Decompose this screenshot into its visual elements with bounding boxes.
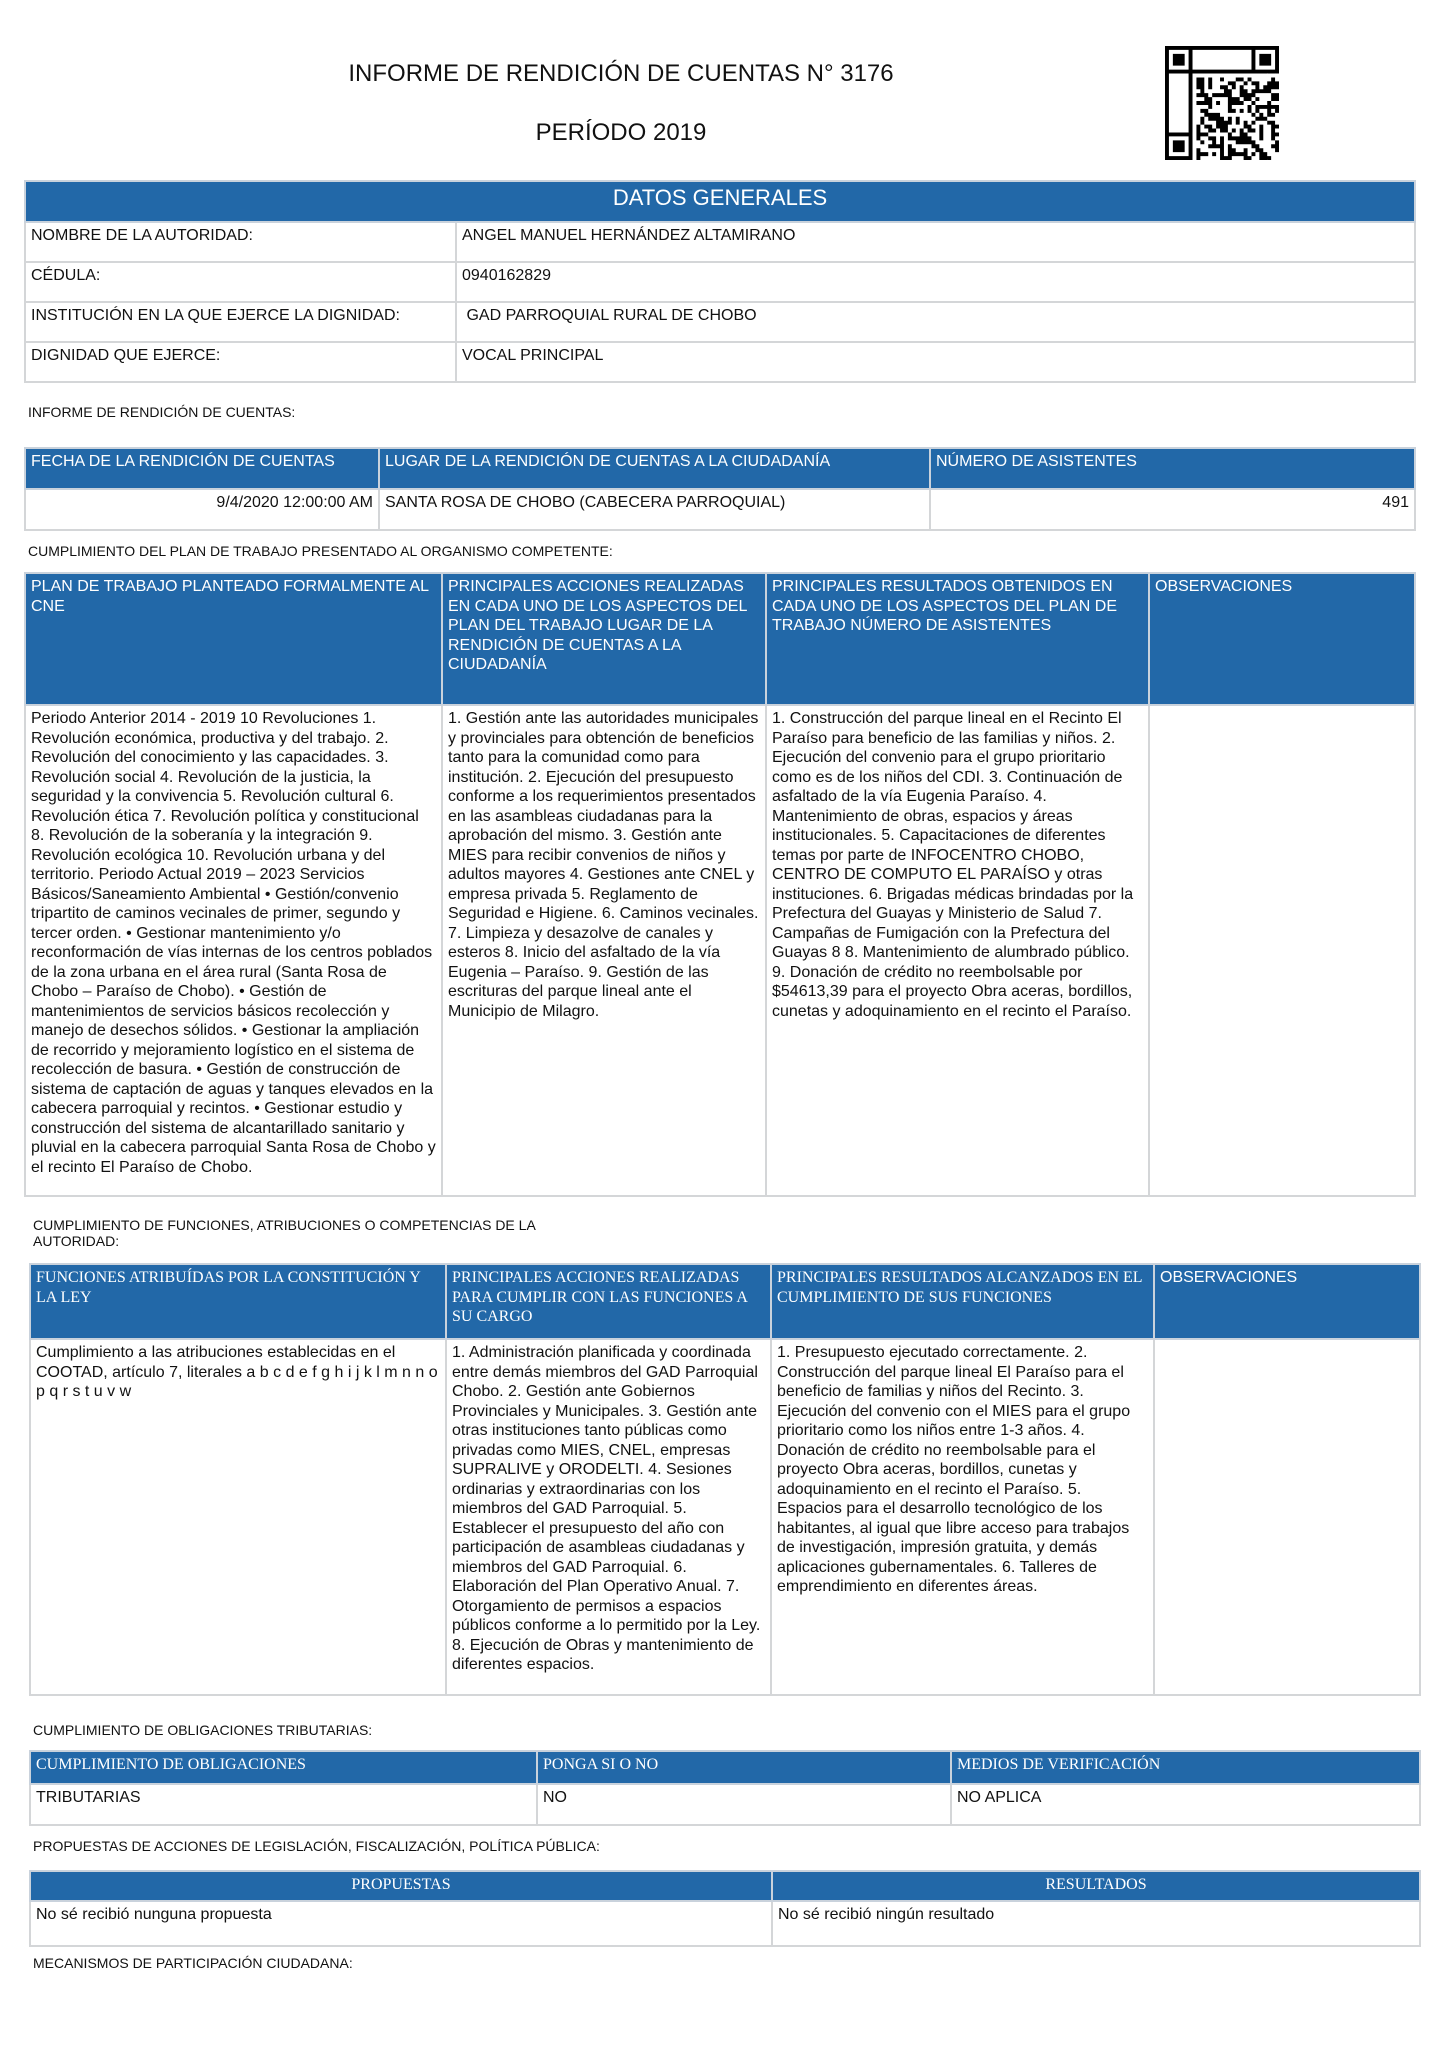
field-label: DIGNIDAD QUE EJERCE: bbox=[24, 341, 457, 383]
observaciones-cell bbox=[1148, 704, 1416, 1197]
column-header: PROPUESTAS bbox=[29, 1870, 773, 1902]
report-title: INFORME DE RENDICIÓN DE CUENTAS N° 3176 bbox=[348, 60, 894, 87]
field-label: INSTITUCIÓN EN LA QUE EJERCE LA DIGNIDAD… bbox=[24, 301, 457, 343]
column-header: PRINCIPALES ACCIONES REALIZADAS EN CADA … bbox=[441, 572, 767, 706]
acciones-cell: 1. Administración planificada y coordina… bbox=[445, 1338, 772, 1696]
qr-code-icon bbox=[1165, 46, 1279, 160]
section-label: CUMPLIMIENTO DEL PLAN DE TRABAJO PRESENT… bbox=[28, 543, 613, 559]
lugar-cell: SANTA ROSA DE CHOBO (CABECERA PARROQUIAL… bbox=[378, 488, 931, 531]
acciones-cell: 1. Gestión ante las autoridades municipa… bbox=[441, 704, 767, 1197]
column-header: RESULTADOS bbox=[771, 1870, 1421, 1902]
section-label: CUMPLIMIENTO DE OBLIGACIONES TRIBUTARIAS… bbox=[33, 1722, 373, 1738]
plan-trabajo-table: PLAN DE TRABAJO PLANTEADO FORMALMENTE AL… bbox=[24, 572, 1416, 1197]
column-header: FECHA DE LA RENDICIÓN DE CUENTAS bbox=[24, 447, 380, 490]
qr-code-modules bbox=[1165, 46, 1279, 160]
datos-generales-heading: DATOS GENERALES bbox=[24, 180, 1416, 223]
field-value: 0940162829 bbox=[455, 261, 1416, 303]
resultados-cell: 1. Presupuesto ejecutado correctamente. … bbox=[770, 1338, 1155, 1696]
funciones-table: FUNCIONES ATRIBUÍDAS POR LA CONSTITUCIÓN… bbox=[29, 1263, 1421, 1696]
column-header: PRINCIPALES RESULTADOS ALCANZADOS EN EL … bbox=[770, 1263, 1155, 1340]
column-header: FUNCIONES ATRIBUÍDAS POR LA CONSTITUCIÓN… bbox=[29, 1263, 447, 1340]
column-header: LUGAR DE LA RENDICIÓN DE CUENTAS A LA CI… bbox=[378, 447, 931, 490]
column-header: NÚMERO DE ASISTENTES bbox=[929, 447, 1416, 490]
observaciones-cell bbox=[1153, 1338, 1421, 1696]
plan-cell: Periodo Anterior 2014 - 2019 10 Revoluci… bbox=[24, 704, 443, 1197]
datos-generales-table: DATOS GENERALES NOMBRE DE LA AUTORIDAD: A… bbox=[24, 180, 1416, 383]
column-header: PONGA SI O NO bbox=[536, 1750, 952, 1785]
column-header: OBSERVACIONES bbox=[1148, 572, 1416, 706]
report-period: PERÍODO 2019 bbox=[535, 119, 707, 146]
obligacion-cell: TRIBUTARIAS bbox=[29, 1783, 538, 1826]
propuestas-table: PROPUESTAS RESULTADOS No sé recibió nungu… bbox=[29, 1870, 1421, 1947]
fecha-cell: 9/4/2020 12:00:00 AM bbox=[24, 488, 380, 531]
section-label: MECANISMOS DE PARTICIPACIÓN CIUDADANA: bbox=[33, 1955, 353, 1971]
column-header: PLAN DE TRABAJO PLANTEADO FORMALMENTE AL… bbox=[24, 572, 443, 706]
field-value: ANGEL MANUEL HERNÁNDEZ ALTAMIRANO bbox=[455, 221, 1416, 263]
column-header: CUMPLIMIENTO DE OBLIGACIONES bbox=[29, 1750, 538, 1785]
informe-table: FECHA DE LA RENDICIÓN DE CUENTAS LUGAR DE… bbox=[24, 447, 1416, 531]
column-header: MEDIOS DE VERIFICACIÓN bbox=[950, 1750, 1421, 1785]
propuesta-cell: No sé recibió nunguna propuesta bbox=[29, 1900, 773, 1947]
resultados-cell: 1. Construcción del parque lineal en el … bbox=[765, 704, 1150, 1197]
tributarias-table: CUMPLIMIENTO DE OBLIGACIONES PONGA SI O N… bbox=[29, 1750, 1421, 1826]
column-header: PRINCIPALES RESULTADOS OBTENIDOS EN CADA… bbox=[765, 572, 1150, 706]
field-value: VOCAL PRINCIPAL bbox=[455, 341, 1416, 383]
verificacion-cell: NO APLICA bbox=[950, 1783, 1421, 1826]
column-header: PRINCIPALES ACCIONES REALIZADAS PARA CUM… bbox=[445, 1263, 772, 1340]
asistentes-cell: 491 bbox=[929, 488, 1416, 531]
section-label: PROPUESTAS DE ACCIONES DE LEGISLACIÓN, F… bbox=[33, 1838, 600, 1854]
section-label: CUMPLIMIENTO DE FUNCIONES, ATRIBUCIONES … bbox=[33, 1217, 536, 1249]
si-no-cell: NO bbox=[536, 1783, 952, 1826]
resultado-cell: No sé recibió ningún resultado bbox=[771, 1900, 1421, 1947]
section-label: INFORME DE RENDICIÓN DE CUENTAS: bbox=[28, 404, 296, 420]
field-label: CÉDULA: bbox=[24, 261, 457, 303]
field-label: NOMBRE DE LA AUTORIDAD: bbox=[24, 221, 457, 263]
funciones-cell: Cumplimiento a las atribuciones establec… bbox=[29, 1338, 447, 1696]
field-value: GAD PARROQUIAL RURAL DE CHOBO bbox=[455, 301, 1416, 343]
column-header: OBSERVACIONES bbox=[1153, 1263, 1421, 1340]
